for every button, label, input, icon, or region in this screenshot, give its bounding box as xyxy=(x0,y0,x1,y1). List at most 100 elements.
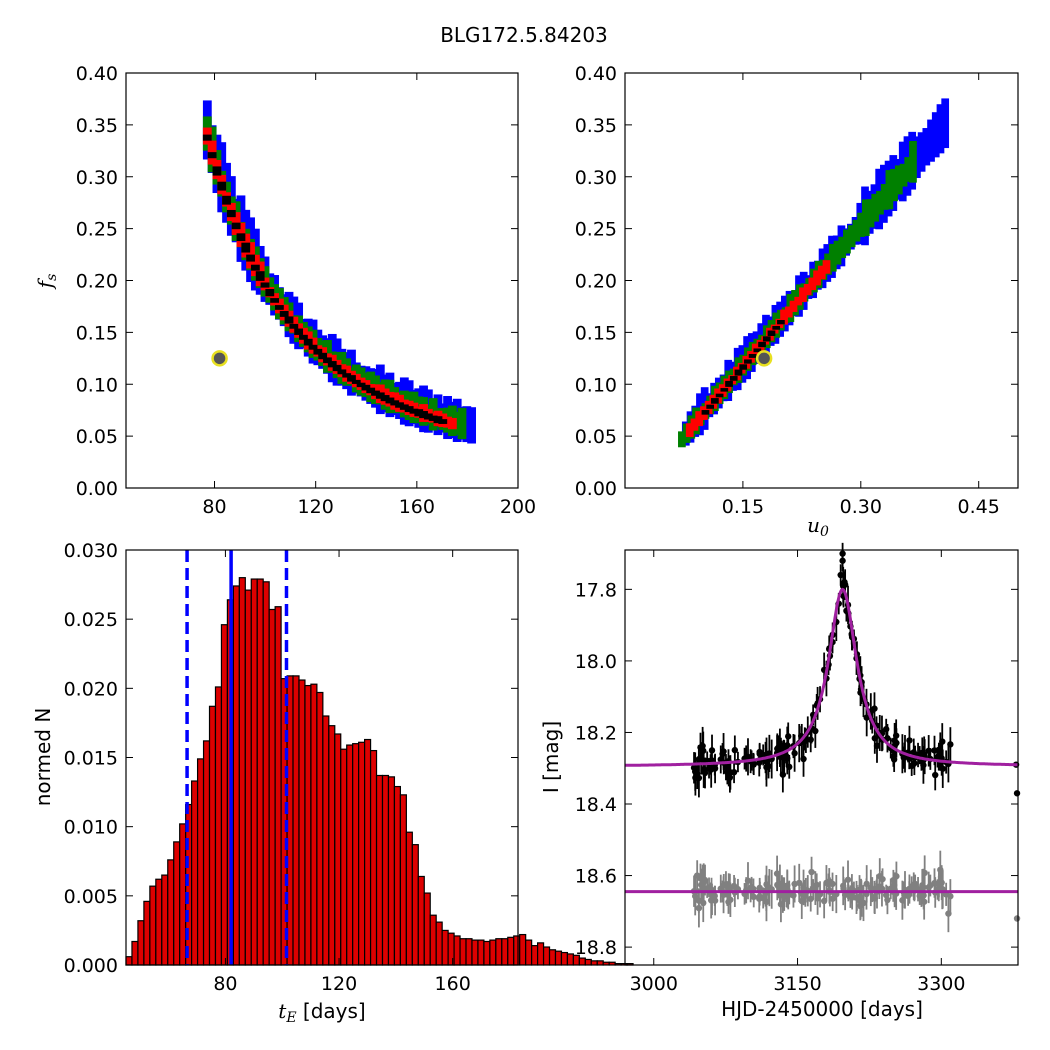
p1-cell-level-3 xyxy=(217,181,227,191)
p3-bar xyxy=(369,749,378,966)
p4-data-point xyxy=(873,742,881,750)
p4-residual-point xyxy=(918,893,925,900)
p4-data-point xyxy=(700,747,707,754)
p2-ytick-label: 0.25 xyxy=(575,219,617,241)
p1-ytick-label: 0.15 xyxy=(76,322,118,344)
p3-bar xyxy=(310,683,318,966)
p4-data-point xyxy=(906,737,913,744)
p3-bar xyxy=(358,741,366,966)
p2-cell-level-1 xyxy=(904,157,913,182)
p1-cell-level-3 xyxy=(279,310,289,317)
p2-xlabel: u0 xyxy=(807,513,829,540)
p1-axes: 80 120 160 200 0.00 0.05 0.10 0.15 0.20 0.25 0.30 0… xyxy=(76,63,536,518)
p1-ytick-label: 0.10 xyxy=(76,374,118,396)
p3-xlabel: tE [days] xyxy=(278,999,365,1026)
p3-bar xyxy=(459,938,467,966)
p3-bar xyxy=(322,715,330,966)
p2-cell-level-1 xyxy=(833,240,842,265)
p4-data-point xyxy=(837,571,844,579)
p3-bar xyxy=(256,578,264,966)
p1-cell-level-3 xyxy=(241,242,251,253)
p4-residual-point xyxy=(807,895,814,903)
p1-cell-level-3 xyxy=(318,352,328,360)
p4-data-point xyxy=(719,750,726,758)
p1-cell-level-3 xyxy=(361,384,371,391)
p3-bar xyxy=(268,608,276,966)
p3-bar xyxy=(232,585,240,966)
p1-cell-level-3 xyxy=(395,402,404,408)
p4-xtick-label: 3300 xyxy=(917,973,965,995)
p2-cell-level-3 xyxy=(706,404,715,409)
p3-bar xyxy=(447,932,455,966)
p1-cell-level-3 xyxy=(390,400,400,406)
p2-cell-level-1 xyxy=(838,236,847,259)
p3-bar xyxy=(352,743,360,966)
p3-bar xyxy=(393,785,402,966)
p4-residual-point xyxy=(853,894,861,902)
p4-residual-point xyxy=(711,892,718,900)
p2-ytick-label: 0.30 xyxy=(575,167,617,189)
p3-bar xyxy=(489,939,497,966)
p3-bar xyxy=(125,956,133,966)
p3-bar xyxy=(179,823,187,966)
p2-cell-level-3 xyxy=(739,364,748,370)
p4-data-point xyxy=(775,744,782,751)
p2-xtick-label: 0.45 xyxy=(958,496,1000,518)
p3-bar xyxy=(149,885,157,966)
p3-bar xyxy=(131,940,139,966)
p1-cell-level-3 xyxy=(202,134,212,141)
p4-residual-point xyxy=(840,885,847,892)
p2-ytick-label: 0.40 xyxy=(575,63,617,85)
p3-bar xyxy=(304,684,312,966)
p4-residual-point xyxy=(945,910,952,917)
p1-ytick-label: 0.30 xyxy=(76,167,118,189)
p4-ytick-label: 18.2 xyxy=(575,722,617,744)
p3-bar xyxy=(238,577,246,966)
p1-cell-level-3 xyxy=(327,361,337,368)
p3-bar xyxy=(202,740,211,966)
p1-cell-level-3 xyxy=(246,254,255,262)
p4-data-point xyxy=(731,746,739,754)
p4-residual-point xyxy=(808,868,815,876)
p2-cell-level-1 xyxy=(861,199,870,237)
p2-cell-level-2 xyxy=(784,306,793,318)
p3-bar xyxy=(441,929,449,966)
p4-frame xyxy=(624,549,1019,966)
p1-cell-level-3 xyxy=(385,397,395,404)
p3-bar xyxy=(191,780,199,966)
p1-ytick-label: 0.00 xyxy=(76,478,118,500)
p1-cell-level-3 xyxy=(250,264,260,271)
p1-cell-level-2 xyxy=(443,416,452,428)
p2-cell-level-1 xyxy=(857,212,865,237)
p2-cell-level-2 xyxy=(685,423,694,437)
p1-cell-level-3 xyxy=(423,413,433,420)
p3-bar xyxy=(155,878,163,966)
p3-bar xyxy=(435,921,443,966)
p1-cell-level-3 xyxy=(347,375,356,382)
p3-bar xyxy=(220,624,229,966)
p2-cell-level-3 xyxy=(753,348,762,353)
p1-ytick-label: 0.05 xyxy=(76,426,118,448)
p1-cell-level-3 xyxy=(332,364,342,372)
p2-cell-level-3 xyxy=(720,388,729,392)
p2-cell-level-2 xyxy=(794,296,803,306)
p1-cell-level-3 xyxy=(284,316,294,324)
p3-bar xyxy=(381,774,390,966)
p1-cell-level-3 xyxy=(255,271,265,281)
p2-cell-level-3 xyxy=(729,376,738,381)
p1-cell-level-1 xyxy=(457,407,467,440)
p1-cell-level-3 xyxy=(260,282,270,288)
p2-cell-level-3 xyxy=(711,398,719,404)
p4-residual-point xyxy=(791,880,798,888)
p3-bar xyxy=(387,776,396,966)
p4-xtick-label: 3150 xyxy=(773,973,821,995)
p2-cell-level-3 xyxy=(767,330,776,336)
p1-cell-level-3 xyxy=(294,328,304,335)
p4-residual-point xyxy=(829,880,836,888)
p2-cell-level-0 xyxy=(936,104,945,154)
p1-cell-level-3 xyxy=(323,357,332,364)
p3-bar xyxy=(292,675,300,966)
p1-cell-level-3 xyxy=(337,369,347,375)
p2-ytick-label: 0.05 xyxy=(575,426,617,448)
p1-cell-level-3 xyxy=(419,411,428,419)
